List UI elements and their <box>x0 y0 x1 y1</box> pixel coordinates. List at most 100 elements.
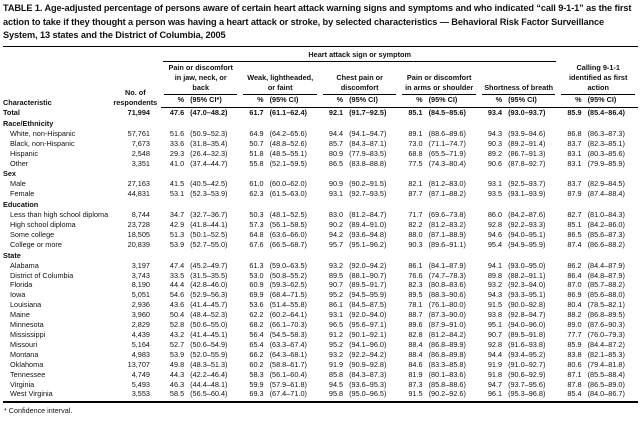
percent-value: 93.8 <box>487 310 503 320</box>
respondents-value: 71,994 <box>127 108 150 118</box>
ci-value: (31.8–35.4) <box>190 138 228 148</box>
percent-value: 94.3 <box>487 290 503 300</box>
ci-value: (91.7–92.5) <box>349 108 387 118</box>
ci-value: (32.7–36.7) <box>190 210 228 220</box>
percent-value: 82.1 <box>408 179 423 189</box>
row-label: Total <box>3 108 20 118</box>
percent-value: 85.9 <box>567 339 582 349</box>
ci-value: (92.2–94.2) <box>349 349 387 359</box>
table-row: Tennessee 4,749 44.3 (42.2–46.4) 58.3 (56.1–6… <box>3 370 638 380</box>
ci-value: (90.6–92.9) <box>508 369 546 379</box>
row-label: Oklahoma <box>10 359 44 369</box>
ci-value: (48.5–55.1) <box>269 148 307 158</box>
respondents-value: 57,761 <box>127 128 150 138</box>
table-row: Total 71,994 47.6 (47.0–48.2) 61.7 (61.1–62.4… <box>3 108 638 118</box>
percent-value: 50.4 <box>169 310 185 320</box>
ci-value: (93.6–95.3) <box>349 379 387 389</box>
ci-value: (63.3–67.4) <box>269 339 307 349</box>
ci-value: (45.2–49.7) <box>190 260 228 270</box>
ci-value: (80.8–83.6) <box>428 280 466 290</box>
row-label: Florida <box>10 280 33 290</box>
percent-value: 83.7 <box>567 138 582 148</box>
ci-value: (74.7–78.3) <box>428 270 466 280</box>
ci-value: (77.9–83.5) <box>349 148 387 158</box>
percent-value: 55.8 <box>249 158 264 168</box>
ci-value: (66.1–70.3) <box>269 320 307 330</box>
percent-value: 87.9 <box>567 189 582 199</box>
percent-value: 53.9 <box>169 349 185 359</box>
respondents-value: 2,936 <box>131 300 150 310</box>
ci-value: (93.7–95.6) <box>508 379 546 389</box>
row-label: Male <box>10 179 26 189</box>
respondents-value: 20,839 <box>127 239 150 249</box>
percent-value: 85.1 <box>567 220 582 229</box>
footnote-confidence-interval: * Confidence interval. <box>4 406 73 416</box>
respondents-value: 44,831 <box>127 189 150 199</box>
ci-value: (87.6–90.3) <box>587 320 625 330</box>
percent-value: 85.8 <box>328 369 344 379</box>
ci-value: (93.0–93.7) <box>508 108 546 118</box>
percent-value: 81.9 <box>408 369 423 379</box>
group-header-arms-shoulder: Pain or discomfort in arms or shoulder <box>399 62 478 96</box>
ci-value: (48.3–51.3) <box>190 359 228 369</box>
table-row: Virginia 5,493 46.3 (44.4–48.1) 59.9 (57.9–61… <box>3 380 638 390</box>
percent-value: 88.2 <box>567 310 582 320</box>
percent-value: 89.6 <box>408 320 423 330</box>
percent-value: 95.7 <box>328 239 344 249</box>
ci-value: (50.9–52.3) <box>190 128 228 138</box>
ci-value: (51.4–55.8) <box>269 300 307 310</box>
table-row: White, non-Hispanic 57,761 51.6 (50.9–52.3)… <box>3 129 638 139</box>
ci-value: (26.4–32.3) <box>190 148 228 158</box>
percent-value: 96.5 <box>328 320 344 330</box>
ci-value: (56.5–60.4) <box>190 389 228 399</box>
ci-value: (92.3–94.0) <box>508 280 546 290</box>
ci-value: (84.2–86.0) <box>587 220 625 229</box>
percent-value: 83.1 <box>567 158 582 168</box>
ci-value: (52.0–55.9) <box>190 349 228 359</box>
section-row: State <box>3 250 638 261</box>
percent-value: 93.4 <box>487 108 503 118</box>
ci-value: (85.4–86.4) <box>587 108 625 118</box>
ci-value: (71.1–74.7) <box>428 138 466 148</box>
percent-value: 86.1 <box>408 260 423 270</box>
ci-value: (84.8–87.9) <box>587 270 625 280</box>
ci-value: (86.8–89.9) <box>428 339 466 349</box>
ci-value: (81.2–83.2) <box>428 220 466 229</box>
percent-value: 85.4 <box>567 389 582 399</box>
pct-header: % <box>478 95 505 109</box>
group-header-jaw-neck-back: Pain or discomfort in jaw, neck, or back <box>161 62 240 96</box>
percent-value: 87.0 <box>567 280 582 290</box>
ci-value: (90.2–91.5) <box>349 179 387 189</box>
ci-value: (56.1–58.5) <box>269 220 307 229</box>
ci-value: (84.2–87.6) <box>508 210 546 220</box>
row-label: Other <box>10 158 29 168</box>
respondents-value: 18,505 <box>127 229 150 239</box>
percent-value: 59.9 <box>249 379 264 389</box>
ci-value: (37.4–44.7) <box>190 158 228 168</box>
ci-value: (44.4–48.1) <box>190 379 228 389</box>
spanner-spacer <box>558 48 638 63</box>
ci-value: (83.8–88.8) <box>349 158 387 168</box>
respondents-value: 13,707 <box>127 359 150 369</box>
ci-value: (63.6–66.0) <box>269 229 307 239</box>
ci-header: (95% CI) <box>265 95 320 109</box>
ci-value: (60.0–62.0) <box>269 179 307 189</box>
ci-value: (59.0–63.5) <box>269 260 307 270</box>
ci-value: (48.4–52.3) <box>190 310 228 320</box>
ci-value: (90.2–92.6) <box>428 389 466 399</box>
table-row: Louisiana 2,936 43.6 (41.4–45.7) 53.6 (51.4–5… <box>3 300 638 310</box>
ci-value: (95.3–96.8) <box>508 389 546 399</box>
percent-value: 64.9 <box>249 128 264 138</box>
percent-value: 90.7 <box>487 329 503 339</box>
ci-value: (48.1–52.5) <box>269 210 307 220</box>
respondents-value: 5,051 <box>131 290 150 300</box>
table-row: Female 44,831 53.1 (52.3–53.9) 62.3 (61.5–63.… <box>3 189 638 199</box>
percent-value: 93.5 <box>487 189 503 199</box>
ci-value: (95.6–97.1) <box>349 320 387 330</box>
ci-value: (93.3–95.1) <box>508 290 546 300</box>
ci-value: (50.1–52.5) <box>190 229 228 239</box>
ci-value: (94.1–96.0) <box>349 339 387 349</box>
percent-value: 85.7 <box>328 138 344 148</box>
table-row: Iowa 5,051 54.6 (52.9–56.3) 69.9 (68.4–71.5) 9… <box>3 290 638 300</box>
group-header-shortness-breath: Shortness of breath <box>479 62 559 96</box>
